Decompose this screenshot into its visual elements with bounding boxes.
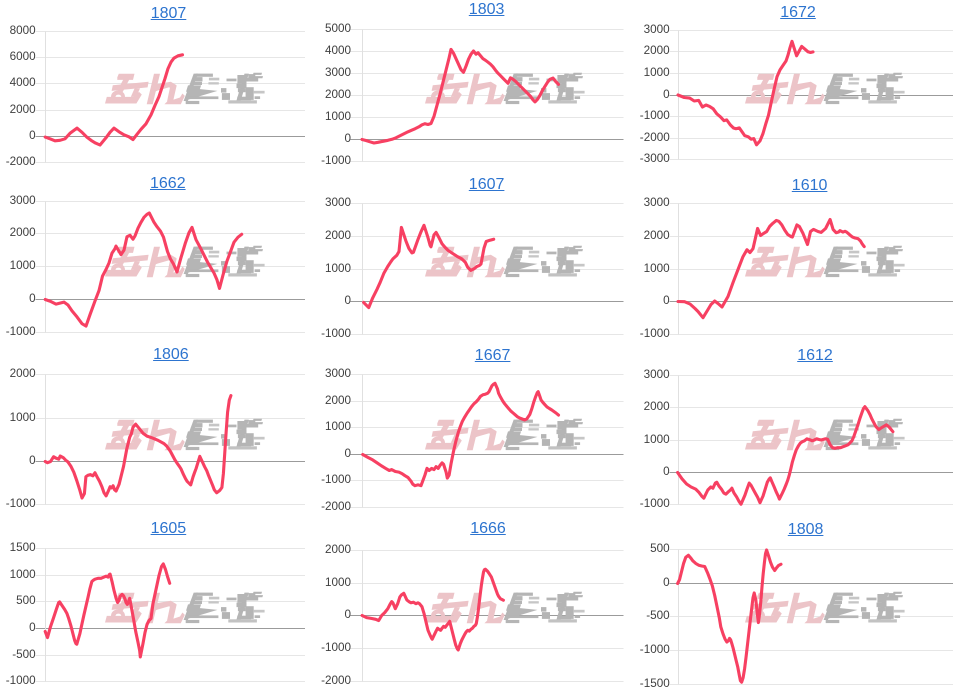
- svg-text:-1000: -1000: [640, 109, 670, 122]
- svg-text:0: 0: [663, 294, 670, 307]
- svg-text:2000: 2000: [325, 88, 352, 101]
- svg-text:3000: 3000: [325, 196, 352, 209]
- svg-text:3000: 3000: [644, 368, 671, 381]
- svg-text:1000: 1000: [325, 110, 352, 123]
- svg-text:4000: 4000: [10, 76, 37, 89]
- svg-text:0: 0: [663, 88, 670, 101]
- svg-text:1000: 1000: [644, 433, 671, 446]
- svg-text:-1000: -1000: [6, 674, 36, 687]
- svg-text:3000: 3000: [644, 23, 671, 36]
- svg-text:0: 0: [29, 292, 36, 305]
- svg-text:1000: 1000: [10, 259, 37, 272]
- svg-text:-1500: -1500: [640, 677, 670, 690]
- svg-text:0: 0: [344, 132, 351, 145]
- svg-text:1000: 1000: [10, 411, 37, 424]
- svg-text:1500: 1500: [10, 541, 37, 554]
- svg-text:4000: 4000: [325, 44, 352, 57]
- svg-text:0: 0: [344, 447, 351, 460]
- svg-text:-1000: -1000: [6, 325, 36, 338]
- svg-text:-2000: -2000: [6, 155, 36, 168]
- svg-text:-2000: -2000: [321, 674, 351, 687]
- svg-text:0: 0: [29, 129, 36, 142]
- svg-text:500: 500: [16, 594, 36, 607]
- svg-text:-1000: -1000: [321, 473, 351, 486]
- svg-text:3000: 3000: [10, 194, 37, 207]
- svg-text:2000: 2000: [325, 394, 352, 407]
- svg-text:2000: 2000: [10, 226, 37, 239]
- svg-text:-1000: -1000: [640, 327, 670, 340]
- svg-text:0: 0: [29, 621, 36, 634]
- svg-text:0: 0: [663, 465, 670, 478]
- svg-text:-1000: -1000: [640, 643, 670, 656]
- svg-text:3000: 3000: [325, 66, 352, 79]
- svg-text:0: 0: [663, 576, 670, 589]
- svg-text:-1000: -1000: [321, 641, 351, 654]
- svg-text:1000: 1000: [644, 66, 671, 79]
- svg-text:2000: 2000: [325, 229, 352, 242]
- svg-text:1000: 1000: [325, 262, 352, 275]
- svg-text:8000: 8000: [10, 24, 37, 37]
- svg-text:-2000: -2000: [640, 131, 670, 144]
- svg-text:1000: 1000: [325, 576, 352, 589]
- svg-text:2000: 2000: [644, 44, 671, 57]
- svg-text:500: 500: [650, 542, 670, 555]
- svg-text:-1000: -1000: [321, 154, 351, 167]
- svg-text:-2000: -2000: [321, 500, 351, 513]
- svg-text:-1000: -1000: [6, 497, 36, 510]
- svg-text:-1000: -1000: [640, 497, 670, 510]
- svg-text:2000: 2000: [644, 229, 671, 242]
- svg-text:3000: 3000: [325, 367, 352, 380]
- svg-text:2000: 2000: [10, 367, 37, 380]
- svg-text:-1000: -1000: [321, 327, 351, 340]
- svg-text:0: 0: [344, 294, 351, 307]
- svg-text:3000: 3000: [644, 196, 671, 209]
- svg-text:5000: 5000: [325, 22, 352, 35]
- svg-text:1000: 1000: [10, 568, 37, 581]
- svg-text:-500: -500: [12, 648, 36, 661]
- svg-text:-3000: -3000: [640, 152, 670, 165]
- svg-text:2000: 2000: [644, 400, 671, 413]
- svg-text:-500: -500: [646, 609, 670, 622]
- svg-text:0: 0: [29, 454, 36, 467]
- svg-text:2000: 2000: [325, 543, 352, 556]
- svg-text:1000: 1000: [325, 420, 352, 433]
- svg-text:0: 0: [344, 608, 351, 621]
- svg-text:6000: 6000: [10, 50, 37, 63]
- svg-text:2000: 2000: [10, 103, 37, 116]
- svg-text:1000: 1000: [644, 262, 671, 275]
